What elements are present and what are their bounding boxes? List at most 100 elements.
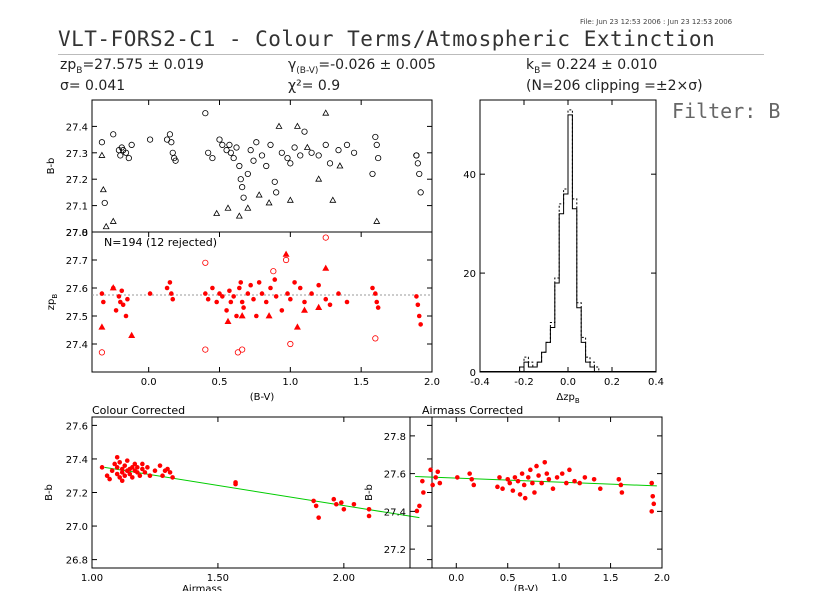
data-point bbox=[278, 149, 285, 156]
data-point bbox=[515, 478, 521, 484]
y-tick-label: 27.0 bbox=[66, 522, 88, 533]
y-tick-label: 27.4 bbox=[66, 122, 88, 133]
data-point bbox=[244, 204, 252, 211]
data-point bbox=[165, 466, 170, 472]
data-point bbox=[421, 490, 426, 495]
x-tick-label: 2.0 bbox=[424, 377, 440, 388]
data-point bbox=[244, 170, 251, 178]
data-point bbox=[505, 476, 511, 482]
data-point bbox=[372, 133, 379, 141]
data-point bbox=[98, 139, 106, 146]
chi2-stat: χ²= 0.9 bbox=[288, 78, 341, 94]
data-point bbox=[233, 481, 238, 487]
y-tick-label: 27.5 bbox=[66, 312, 88, 323]
data-point bbox=[110, 131, 117, 138]
y-tick-label: 27.8 bbox=[384, 432, 406, 443]
data-point bbox=[455, 475, 460, 480]
data-point bbox=[315, 303, 323, 310]
x-tick-label: 0.0 bbox=[448, 573, 464, 584]
data-point bbox=[539, 480, 544, 486]
data-point bbox=[326, 160, 334, 167]
data-point bbox=[247, 147, 254, 154]
filter-label: Filter: B bbox=[672, 99, 781, 123]
airmass-corrected-frame bbox=[409, 416, 663, 569]
data-point bbox=[172, 157, 179, 164]
data-point bbox=[271, 178, 278, 185]
k-stat: kB= 0.224 ± 0.010 bbox=[526, 57, 657, 76]
data-point bbox=[329, 196, 337, 203]
data-point bbox=[235, 212, 243, 219]
data-point bbox=[226, 141, 233, 148]
data-point bbox=[316, 515, 321, 520]
data-point bbox=[118, 299, 123, 305]
data-point bbox=[315, 175, 323, 182]
data-point bbox=[420, 478, 425, 484]
data-point bbox=[519, 471, 525, 476]
data-point bbox=[418, 322, 423, 327]
data-point bbox=[433, 475, 439, 480]
data-point bbox=[416, 313, 422, 319]
data-point bbox=[618, 482, 624, 488]
data-point bbox=[413, 152, 420, 159]
data-point bbox=[297, 285, 303, 291]
data-point bbox=[323, 296, 329, 302]
y-tick-label: 0 bbox=[470, 368, 476, 379]
data-point bbox=[101, 199, 108, 207]
data-point bbox=[528, 467, 533, 473]
data-point bbox=[522, 495, 528, 501]
y-axis-label: B-b bbox=[46, 158, 57, 175]
x-tick-label: 0.5 bbox=[212, 377, 228, 388]
data-point bbox=[107, 476, 112, 482]
y-tick-label: 27.0 bbox=[66, 228, 88, 239]
y-axis-label: B-b bbox=[44, 484, 55, 501]
y-tick-label: 27.2 bbox=[384, 545, 406, 556]
data-point bbox=[582, 475, 588, 480]
data-point bbox=[132, 461, 138, 467]
data-point bbox=[273, 189, 280, 196]
x-tick-label: 1.5 bbox=[603, 573, 619, 584]
data-point bbox=[301, 128, 308, 135]
x-axis-label: ΔzpB bbox=[556, 392, 579, 405]
y-tick-label: 27.4 bbox=[66, 340, 88, 351]
data-point bbox=[254, 313, 259, 319]
data-point bbox=[101, 299, 106, 305]
gamma-value: =-0.026 ± 0.005 bbox=[318, 57, 436, 73]
data-point bbox=[147, 473, 153, 479]
data-point bbox=[272, 277, 278, 282]
data-point bbox=[236, 162, 243, 170]
data-point bbox=[205, 296, 211, 302]
file-info: File: Jun 23 12:53 2006 : Jun 23 12:53 2… bbox=[580, 18, 733, 26]
y-tick-label: 27.4 bbox=[66, 455, 88, 466]
y-tick-label: 20 bbox=[463, 269, 476, 280]
clip-stat: (N=206 clipping =±2×σ) bbox=[526, 78, 703, 94]
data-point bbox=[128, 331, 136, 338]
data-point bbox=[282, 256, 290, 264]
data-point bbox=[234, 349, 242, 356]
data-point bbox=[331, 496, 337, 502]
data-point bbox=[293, 122, 301, 129]
data-point bbox=[308, 149, 315, 156]
y-tick-label: 27.3 bbox=[66, 149, 88, 160]
data-point bbox=[116, 294, 122, 299]
y-axis-label-sub: B bbox=[51, 294, 59, 299]
data-point bbox=[240, 194, 247, 201]
data-point bbox=[370, 285, 375, 291]
data-point bbox=[512, 475, 518, 480]
data-point bbox=[373, 291, 378, 296]
rejected-annotation: N=194 (12 rejected) bbox=[104, 236, 217, 249]
data-point bbox=[366, 506, 372, 512]
zp-label: zp bbox=[60, 57, 77, 73]
data-point bbox=[169, 149, 176, 156]
data-point bbox=[263, 299, 269, 305]
data-point bbox=[219, 141, 226, 148]
data-point bbox=[122, 473, 128, 479]
page-title: VLT-FORS2-C1 - Colour Terms/Atmospheric … bbox=[58, 27, 716, 51]
top-left-plot-frame bbox=[91, 99, 433, 233]
data-point bbox=[525, 475, 531, 480]
zp-sub: B bbox=[76, 65, 83, 76]
data-point bbox=[322, 109, 330, 116]
data-point bbox=[124, 458, 130, 463]
data-point bbox=[336, 162, 344, 169]
data-point bbox=[546, 476, 552, 482]
